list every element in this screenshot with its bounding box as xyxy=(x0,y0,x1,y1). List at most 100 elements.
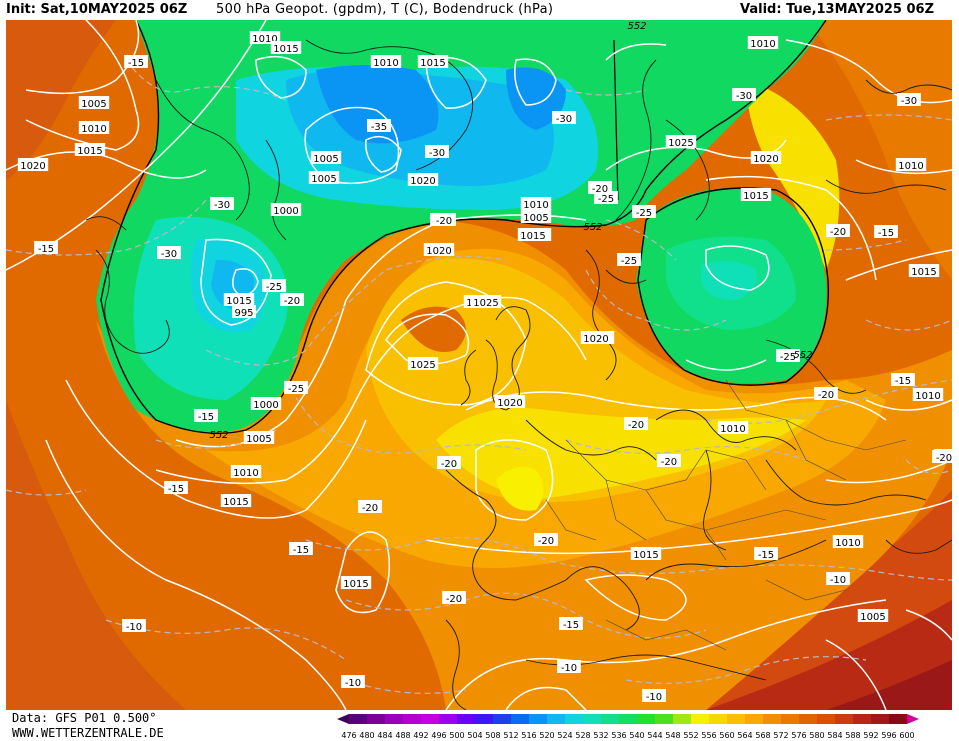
svg-text:-20: -20 xyxy=(628,420,644,431)
legend-tick-label: 532 xyxy=(593,731,608,740)
svg-text:-15: -15 xyxy=(198,412,214,423)
svg-text:-15: -15 xyxy=(128,58,144,69)
legend-swatch xyxy=(385,714,403,724)
svg-text:1005: 1005 xyxy=(311,174,336,185)
isobar-label: 1005 xyxy=(308,171,340,185)
legend-tick-label: 544 xyxy=(647,731,662,740)
svg-text:-10: -10 xyxy=(126,622,142,633)
svg-text:-25: -25 xyxy=(266,282,282,293)
isotherm-label: -20 xyxy=(826,224,850,238)
isotherm-label: -25 xyxy=(262,279,286,293)
legend-tick-label: 500 xyxy=(449,731,464,740)
isobar-label: 1005 xyxy=(78,96,110,110)
isotherm-label: -20 xyxy=(280,293,304,307)
svg-text:-15: -15 xyxy=(168,484,184,495)
isobar-label: 1015 xyxy=(630,547,662,561)
isobar-label: 1000 xyxy=(270,203,302,217)
legend-tick-label: 584 xyxy=(827,731,842,740)
isobar-label: 1020 xyxy=(423,243,455,257)
isotherm-label: -20 xyxy=(432,213,456,227)
svg-text:1010: 1010 xyxy=(233,468,258,479)
init-time: Init: Sat,10MAY2025 06Z xyxy=(6,2,188,17)
legend-swatch xyxy=(835,714,853,724)
legend-swatch xyxy=(547,714,565,724)
svg-text:1015: 1015 xyxy=(77,146,102,157)
legend-tick-label: 536 xyxy=(611,731,626,740)
isotherm-label: -20 xyxy=(442,591,466,605)
svg-text:-15: -15 xyxy=(758,550,774,561)
isotherm-label: -30 xyxy=(425,145,449,159)
isotherm-label: -30 xyxy=(552,111,576,125)
svg-text:1010: 1010 xyxy=(898,161,923,172)
isotherm-label: -30 xyxy=(157,246,181,260)
isotherm-label: -15 xyxy=(874,225,898,239)
isobar-label: 1010 xyxy=(832,535,864,549)
arctic-deep-blue xyxy=(506,67,566,130)
isobar-label: 1020 xyxy=(17,158,49,172)
legend-tick-label: 552 xyxy=(683,731,698,740)
legend-tick-label: 572 xyxy=(773,731,788,740)
field-northeast xyxy=(806,20,952,280)
legend-tick-label: 540 xyxy=(629,731,644,740)
isobar-label: 1010 xyxy=(717,421,749,435)
isobar-label: 995 xyxy=(232,305,256,319)
svg-text:-30: -30 xyxy=(429,148,445,159)
isobar-label: 1020 xyxy=(494,395,526,409)
legend-arrow-left xyxy=(337,714,349,724)
chart-header: Init: Sat,10MAY2025 06Z 500 hPa Geopot. … xyxy=(0,0,959,20)
svg-text:1005: 1005 xyxy=(860,612,885,623)
legend-tick-label: 592 xyxy=(863,731,878,740)
legend-swatch xyxy=(601,714,619,724)
legend-swatch xyxy=(799,714,817,724)
legend-swatch xyxy=(655,714,673,724)
isobar-label: 1015 xyxy=(417,55,449,69)
legend-swatch xyxy=(619,714,637,724)
legend-swatch xyxy=(493,714,511,724)
band-yellow-core xyxy=(496,466,544,511)
legend-swatch xyxy=(565,714,583,724)
height-label-group: 552 552 552 552 xyxy=(209,21,812,441)
contour-552 xyxy=(100,20,827,434)
greenland-deep-blue xyxy=(316,65,439,144)
isobar-label: 1020 xyxy=(750,151,782,165)
svg-text:1015: 1015 xyxy=(911,267,936,278)
isotherm-lines xyxy=(6,59,952,694)
legend-swatch xyxy=(457,714,475,724)
isotherm-label-group: -15-30-35-30-30-30-30-30-25-25-25-20-20-… xyxy=(34,55,952,703)
legend-swatch xyxy=(889,714,907,724)
legend-tick-label: 528 xyxy=(575,731,590,740)
isotherm-label: -20 xyxy=(657,454,681,468)
isobar-label: 1005 xyxy=(520,210,552,224)
russia-yellow xyxy=(746,80,840,270)
valid-time: Valid: Tue,13MAY2025 06Z xyxy=(740,2,934,17)
isotherm-label: -10 xyxy=(341,675,365,689)
isobar-label: 1010 xyxy=(230,465,262,479)
legend-tick-label: 512 xyxy=(503,731,518,740)
isotherm-label: -30 xyxy=(732,88,756,102)
legend-tick-label: 508 xyxy=(485,731,500,740)
legend-tick-label: 576 xyxy=(791,731,806,740)
isobar-label: 1005 xyxy=(243,431,275,445)
svg-text:1015: 1015 xyxy=(343,579,368,590)
isotherm-label: -25 xyxy=(617,253,641,267)
legend-swatch xyxy=(763,714,781,724)
field-northwest-edge xyxy=(6,20,116,180)
isotherm-label: -10 xyxy=(826,572,850,586)
isobar-label: 1015 xyxy=(740,188,772,202)
isotherm-label: -20 xyxy=(437,456,461,470)
isobar-label: 1015 xyxy=(908,264,940,278)
isobar-label-group: 1010 1015 1005 1010 1015 1020 1010 1015 1005 1020… xyxy=(17,31,944,623)
isotherm-label: -30 xyxy=(210,197,234,211)
isotherm-label: -20 xyxy=(534,533,558,547)
svg-text:1005: 1005 xyxy=(313,154,338,165)
svg-text:1020: 1020 xyxy=(583,334,608,345)
svg-text:-20: -20 xyxy=(446,594,462,605)
isotherm-label: -10 xyxy=(642,689,666,703)
svg-text:-25: -25 xyxy=(621,256,637,267)
legend-tick-label: 600 xyxy=(899,731,914,740)
legend-swatch xyxy=(421,714,439,724)
legend-tick-label: 520 xyxy=(539,731,554,740)
isotherm-label: -15 xyxy=(559,617,583,631)
svg-text:1015: 1015 xyxy=(223,497,248,508)
